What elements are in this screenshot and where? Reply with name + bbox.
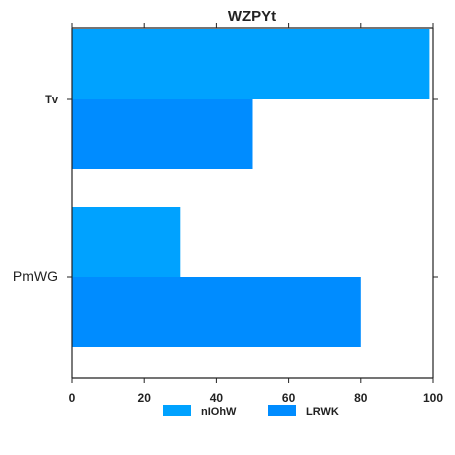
x-tick-label: 40 [210, 391, 224, 405]
legend-label-lrwk: LRWK [306, 406, 339, 418]
legend-swatch-niohw [163, 405, 191, 416]
y-tick-label-pmwg: PmWG [13, 268, 58, 284]
y-tick-label-tv: Tv [45, 94, 59, 106]
legend-label-niohw: nIOhW [201, 406, 237, 418]
bars-group [72, 29, 430, 347]
bar-tv-niohw [72, 29, 430, 99]
x-ticks-group: 0 20 40 60 80 100 [69, 23, 443, 405]
axes-group [71, 27, 434, 379]
chart-title: WZPYt [228, 8, 276, 25]
legend: nIOhW LRWK [163, 405, 339, 418]
legend-swatch-lrwk [268, 405, 296, 416]
y-ticks-group: Tv PmWG [13, 94, 438, 284]
x-tick-label: 60 [282, 391, 296, 405]
x-tick-label: 20 [138, 391, 152, 405]
bar-tv-lrwk [72, 99, 253, 169]
x-tick-label: 80 [354, 391, 368, 405]
x-tick-label: 0 [69, 391, 76, 405]
x-tick-label: 100 [423, 391, 443, 405]
bar-pmwg-lrwk [72, 277, 361, 347]
bar-pmwg-niohw [72, 207, 181, 277]
